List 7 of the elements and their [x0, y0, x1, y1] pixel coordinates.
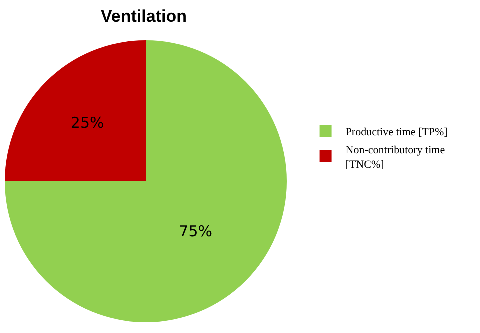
data-label: 25% [70, 114, 104, 132]
pie-slice [5, 40, 146, 182]
legend-label: Productive time [TP%] [346, 126, 448, 138]
data-label: 75% [179, 222, 213, 240]
legend-label: Non-contributory time [TNC%] [346, 144, 446, 171]
chart-title: Ventilation [101, 6, 187, 26]
pie-slice [5, 40, 287, 322]
